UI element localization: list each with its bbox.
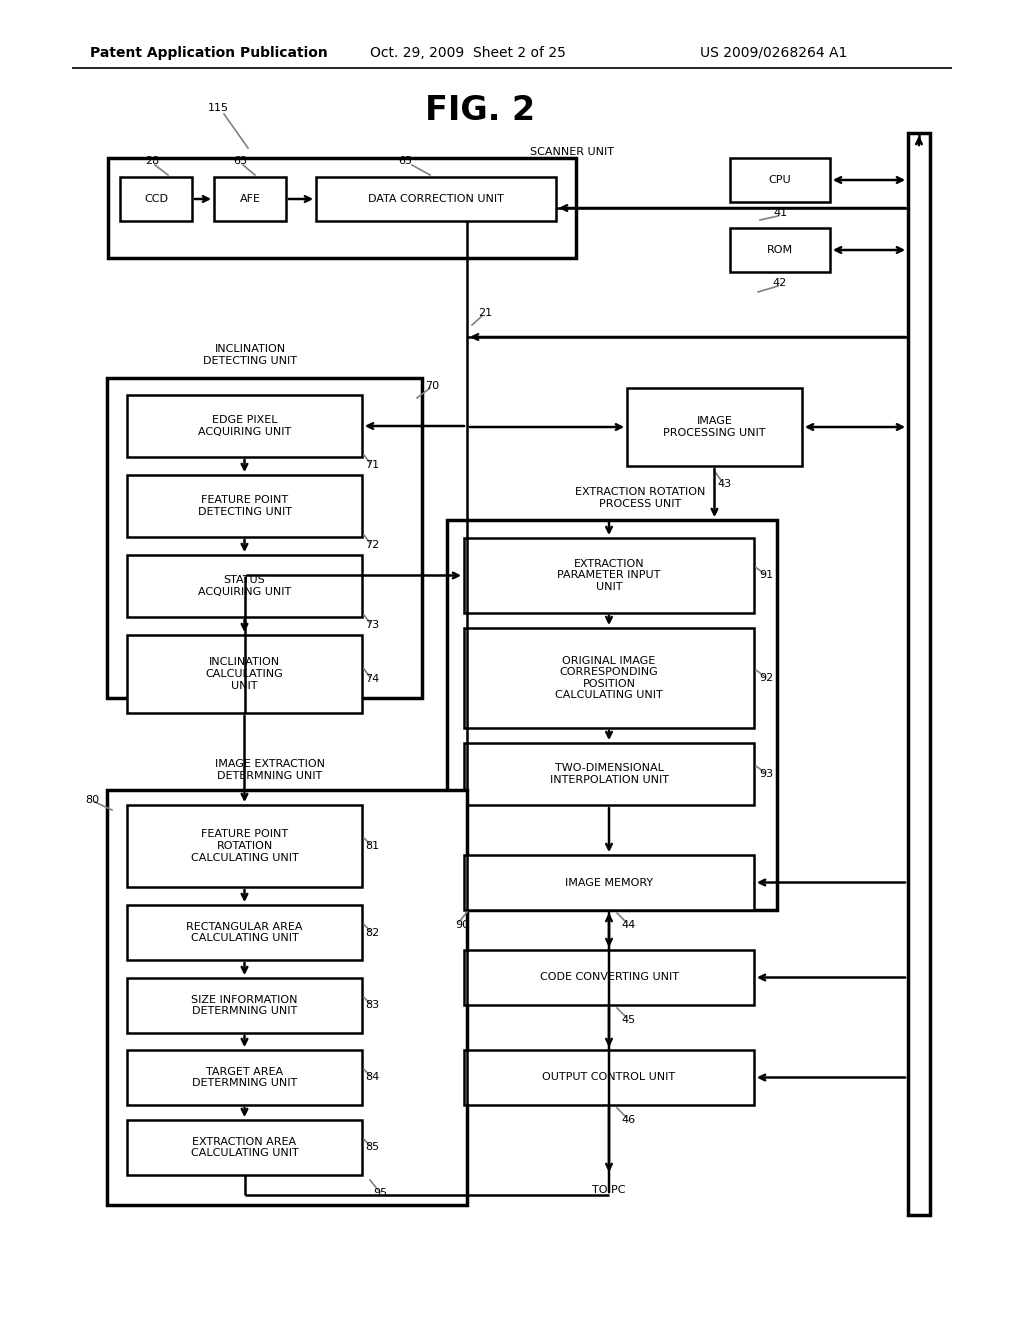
Text: 85: 85 [365, 1143, 379, 1152]
Bar [464, 1049, 754, 1105]
Text: 92: 92 [759, 673, 773, 682]
Text: 90: 90 [455, 920, 469, 931]
Text: 21: 21 [478, 308, 493, 318]
Text: 74: 74 [365, 675, 379, 684]
Text: 82: 82 [365, 928, 379, 937]
Text: IMAGE EXTRACTION
DETERMNING UNIT: IMAGE EXTRACTION DETERMNING UNIT [215, 759, 325, 781]
Text: CCD: CCD [144, 194, 168, 205]
Text: 46: 46 [622, 1115, 636, 1125]
Bar [127, 395, 362, 457]
Text: CPU: CPU [769, 176, 792, 185]
Bar [127, 1119, 362, 1175]
Text: TWO-DIMENSIONAL
INTERPOLATION UNIT: TWO-DIMENSIONAL INTERPOLATION UNIT [550, 763, 669, 785]
Text: FIG. 2: FIG. 2 [425, 94, 536, 127]
Bar [908, 133, 930, 1214]
Bar [316, 177, 556, 220]
Text: ROM: ROM [767, 246, 793, 255]
Text: EDGE PIXEL
ACQUIRING UNIT: EDGE PIXEL ACQUIRING UNIT [198, 416, 291, 437]
Text: INCLINATION
CALCULATING
UNIT: INCLINATION CALCULATING UNIT [206, 657, 284, 690]
Text: SIZE INFORMATION
DETERMNING UNIT: SIZE INFORMATION DETERMNING UNIT [191, 995, 298, 1016]
Bar [127, 978, 362, 1034]
Text: TARGET AREA
DETERMNING UNIT: TARGET AREA DETERMNING UNIT [191, 1067, 297, 1088]
Text: Oct. 29, 2009  Sheet 2 of 25: Oct. 29, 2009 Sheet 2 of 25 [370, 46, 566, 59]
Bar [106, 378, 422, 698]
Text: 95: 95 [373, 1188, 387, 1199]
Bar [627, 388, 802, 466]
Bar [127, 805, 362, 887]
Text: FEATURE POINT
ROTATION
CALCULATING UNIT: FEATURE POINT ROTATION CALCULATING UNIT [190, 829, 298, 862]
Text: US 2009/0268264 A1: US 2009/0268264 A1 [700, 46, 848, 59]
Text: INCLINATION
DETECTING UNIT: INCLINATION DETECTING UNIT [203, 345, 297, 366]
Text: RECTANGULAR AREA
CALCULATING UNIT: RECTANGULAR AREA CALCULATING UNIT [186, 921, 303, 944]
Text: SCANNER UNIT: SCANNER UNIT [530, 147, 614, 157]
Text: 84: 84 [365, 1072, 379, 1082]
Text: OUTPUT CONTROL UNIT: OUTPUT CONTROL UNIT [543, 1072, 676, 1082]
Text: 73: 73 [365, 620, 379, 630]
Text: FEATURE POINT
DETECTING UNIT: FEATURE POINT DETECTING UNIT [198, 495, 292, 517]
Bar [108, 158, 575, 257]
Text: 63: 63 [233, 156, 247, 166]
Bar [127, 906, 362, 960]
Text: 70: 70 [425, 381, 439, 391]
Text: 81: 81 [365, 841, 379, 851]
Bar [464, 950, 754, 1005]
Bar [127, 635, 362, 713]
Text: 83: 83 [365, 1001, 379, 1011]
Bar [464, 743, 754, 805]
Text: ORIGINAL IMAGE
CORRESPONDING
POSITION
CALCULATING UNIT: ORIGINAL IMAGE CORRESPONDING POSITION CA… [555, 656, 663, 701]
Bar [730, 228, 830, 272]
Text: EXTRACTION AREA
CALCULATING UNIT: EXTRACTION AREA CALCULATING UNIT [190, 1137, 298, 1159]
Bar [127, 554, 362, 616]
Text: Patent Application Publication: Patent Application Publication [90, 46, 328, 59]
Text: 43: 43 [718, 479, 731, 488]
Bar [214, 177, 286, 220]
Text: IMAGE MEMORY: IMAGE MEMORY [565, 878, 653, 887]
Text: STATUS
ACQUIRING UNIT: STATUS ACQUIRING UNIT [198, 576, 291, 597]
Text: 41: 41 [773, 209, 787, 218]
Text: 44: 44 [622, 920, 636, 931]
Bar [447, 520, 777, 909]
Text: 93: 93 [759, 770, 773, 779]
Bar [120, 177, 193, 220]
Text: EXTRACTION ROTATION
PROCESS UNIT: EXTRACTION ROTATION PROCESS UNIT [574, 487, 706, 508]
Bar [464, 855, 754, 909]
Text: 80: 80 [85, 795, 99, 805]
Bar [730, 158, 830, 202]
Text: 72: 72 [365, 540, 379, 550]
Text: EXTRACTION
PARAMETER INPUT
UNIT: EXTRACTION PARAMETER INPUT UNIT [557, 558, 660, 593]
Bar [127, 475, 362, 537]
Text: DATA CORRECTION UNIT: DATA CORRECTION UNIT [368, 194, 504, 205]
Text: 45: 45 [622, 1015, 636, 1026]
Bar [106, 789, 467, 1205]
Text: CODE CONVERTING UNIT: CODE CONVERTING UNIT [540, 973, 679, 982]
Text: 65: 65 [398, 156, 412, 166]
Text: 91: 91 [759, 570, 773, 581]
Text: TO PC: TO PC [592, 1185, 626, 1195]
Text: 28: 28 [144, 156, 159, 166]
Text: AFE: AFE [240, 194, 260, 205]
Bar [464, 539, 754, 612]
Text: 42: 42 [773, 279, 787, 288]
Text: 115: 115 [208, 103, 228, 114]
Text: IMAGE
PROCESSING UNIT: IMAGE PROCESSING UNIT [664, 416, 766, 438]
Bar [464, 628, 754, 729]
Bar [127, 1049, 362, 1105]
Text: 71: 71 [365, 459, 379, 470]
